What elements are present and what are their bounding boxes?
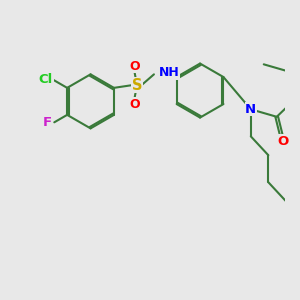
Text: S: S	[132, 78, 142, 93]
Text: F: F	[43, 116, 52, 129]
Text: O: O	[129, 98, 140, 111]
Text: O: O	[277, 135, 288, 148]
Text: N: N	[245, 103, 256, 116]
Text: O: O	[129, 60, 140, 73]
Text: NH: NH	[158, 67, 179, 80]
Text: Cl: Cl	[39, 73, 53, 86]
